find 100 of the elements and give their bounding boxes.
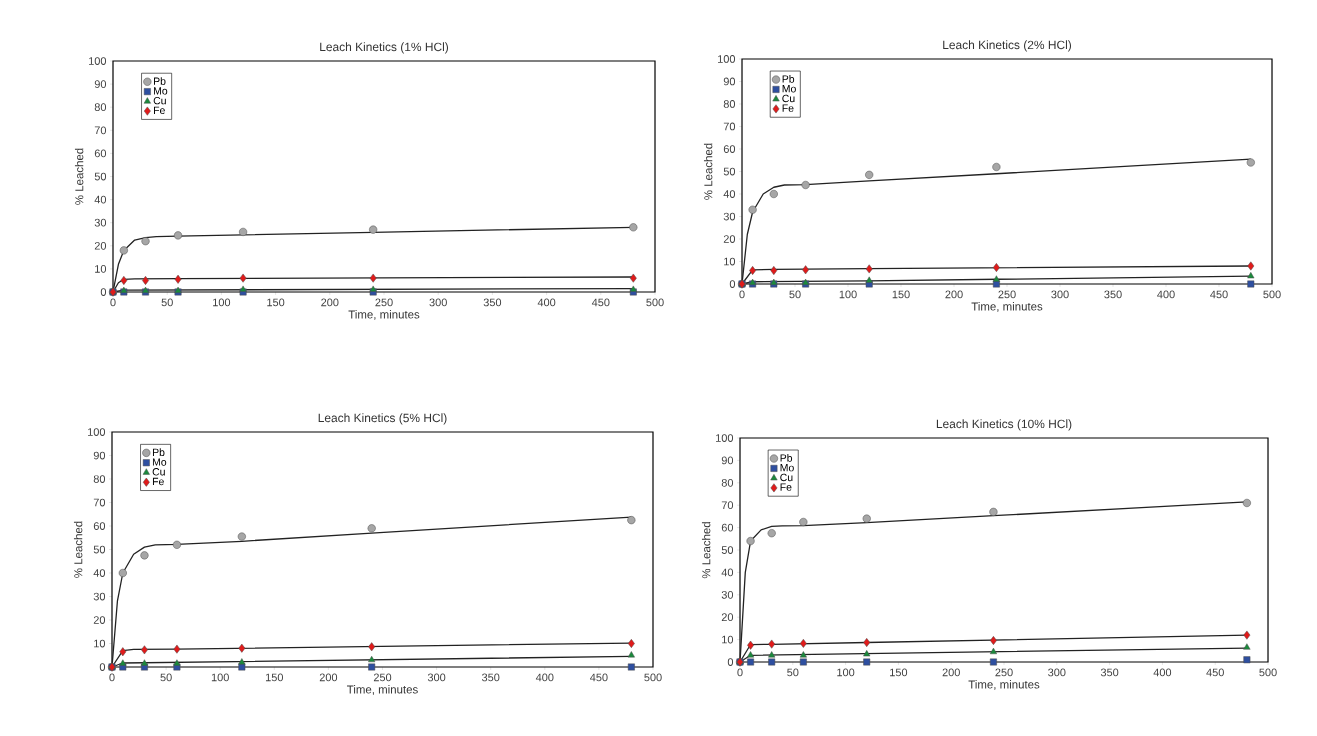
x-tick-label: 500 <box>644 673 662 682</box>
x-tick-label: 50 <box>160 673 172 682</box>
legend-label: Fe <box>780 483 792 491</box>
y-tick-label: 0 <box>727 658 734 666</box>
legend-label: Mo <box>782 85 796 93</box>
y-tick-label: 20 <box>93 616 106 624</box>
x-tick-label: 150 <box>265 673 283 682</box>
x-tick-label: 150 <box>892 290 910 299</box>
x-tick-label: 0 <box>737 668 743 677</box>
x-axis-title: Time, minutes <box>971 302 1043 312</box>
x-tick-label: 50 <box>787 668 799 677</box>
y-tick-label: 80 <box>723 100 736 108</box>
x-tick-label: 200 <box>942 668 960 677</box>
chart-title: Leach Kinetics (2% HCl) <box>943 40 1072 52</box>
y-tick-label: 70 <box>723 122 736 131</box>
y-tick-label: 90 <box>94 80 107 88</box>
y-tick-label: 50 <box>723 167 736 176</box>
x-tick-label: 400 <box>1153 668 1172 677</box>
y-tick-label: 90 <box>721 456 734 465</box>
legend-label: Pb <box>154 77 166 85</box>
y-tick-label: 80 <box>94 103 107 112</box>
x-tick-label: 350 <box>1104 290 1122 299</box>
y-axis-title: % Leached <box>73 521 83 578</box>
x-tick-label: 350 <box>481 673 500 682</box>
y-tick-label: 20 <box>94 241 107 250</box>
legend-label: Cu <box>153 96 166 105</box>
y-tick-label: 0 <box>729 280 736 288</box>
x-tick-label: 300 <box>1048 668 1066 677</box>
x-tick-label: 500 <box>646 298 664 307</box>
x-tick-label: 300 <box>1051 290 1069 299</box>
x-axis-title: Time, minutes <box>348 310 420 320</box>
chart-title: Leach Kinetics (10% HCl) <box>936 419 1072 431</box>
y-tick-label: 100 <box>718 55 736 63</box>
x-tick-label: 100 <box>211 673 229 682</box>
x-tick-label: 250 <box>995 668 1013 677</box>
y-tick-label: 40 <box>93 569 106 577</box>
y-tick-label: 30 <box>721 590 734 599</box>
legend-label: Mo <box>780 464 794 472</box>
y-tick-label: 100 <box>89 57 107 65</box>
chart-title: Leach Kinetics (1% HCl) <box>320 42 449 54</box>
x-tick-label: 400 <box>535 673 554 682</box>
x-tick-label: 250 <box>375 298 393 307</box>
legend-label: Fe <box>782 104 794 112</box>
x-tick-label: 400 <box>537 298 556 307</box>
legend-label: Cu <box>152 468 165 476</box>
legend-label: Mo <box>152 458 167 466</box>
y-tick-label: 80 <box>93 475 106 483</box>
y-tick-label: 10 <box>722 635 734 644</box>
y-tick-label: 90 <box>723 77 736 86</box>
x-tick-label: 150 <box>890 668 908 677</box>
y-axis-title: % Leached <box>701 522 711 579</box>
x-tick-label: 350 <box>1100 668 1119 677</box>
x-tick-label: 300 <box>427 673 446 682</box>
x-tick-label: 500 <box>1263 290 1281 299</box>
y-tick-label: 20 <box>721 613 734 622</box>
y-tick-label: 0 <box>99 663 106 671</box>
x-tick-label: 450 <box>1210 290 1228 299</box>
y-tick-label: 50 <box>94 172 107 181</box>
y-axis-title: % Leached <box>703 143 713 200</box>
legend-label: Mo <box>154 87 168 95</box>
x-tick-label: 250 <box>373 673 392 682</box>
y-tick-label: 100 <box>716 434 734 442</box>
x-tick-label: 200 <box>319 673 338 682</box>
x-axis-title: Time, minutes <box>346 685 418 695</box>
y-tick-label: 30 <box>93 592 106 601</box>
x-tick-label: 0 <box>109 673 115 682</box>
y-tick-label: 10 <box>724 257 736 266</box>
y-tick-label: 50 <box>93 545 106 554</box>
y-tick-label: 100 <box>88 428 106 436</box>
x-tick-label: 100 <box>213 298 231 307</box>
y-tick-label: 70 <box>721 501 734 510</box>
y-tick-label: 40 <box>721 568 734 577</box>
y-tick-label: 60 <box>93 522 106 530</box>
y-tick-label: 40 <box>94 195 107 204</box>
y-tick-label: 30 <box>94 218 107 227</box>
x-tick-label: 400 <box>1157 290 1175 299</box>
x-tick-label: 450 <box>591 298 610 307</box>
y-tick-label: 70 <box>94 126 107 135</box>
x-axis-title: Time, minutes <box>968 680 1040 690</box>
x-tick-label: 100 <box>839 290 857 299</box>
x-tick-label: 300 <box>429 298 447 307</box>
y-tick-label: 10 <box>95 265 107 273</box>
legend-label: Pb <box>782 75 795 83</box>
legend-label: Fe <box>154 106 165 115</box>
x-tick-label: 200 <box>945 290 963 299</box>
x-tick-label: 500 <box>1259 668 1277 677</box>
legend-label: Pb <box>152 448 165 457</box>
chart-title: Leach Kinetics (5% HCl) <box>318 413 447 425</box>
y-tick-label: 40 <box>723 190 736 198</box>
legend-label: Fe <box>152 477 164 486</box>
legend-label: Pb <box>780 454 793 462</box>
y-tick-label: 60 <box>94 149 107 158</box>
y-tick-label: 60 <box>721 523 734 532</box>
x-tick-label: 450 <box>1206 668 1224 677</box>
x-tick-label: 450 <box>590 673 608 682</box>
y-tick-label: 50 <box>721 546 734 554</box>
y-tick-label: 30 <box>723 212 736 221</box>
y-tick-label: 70 <box>93 498 106 507</box>
x-tick-label: 250 <box>998 290 1016 299</box>
legend-label: Cu <box>780 473 793 482</box>
